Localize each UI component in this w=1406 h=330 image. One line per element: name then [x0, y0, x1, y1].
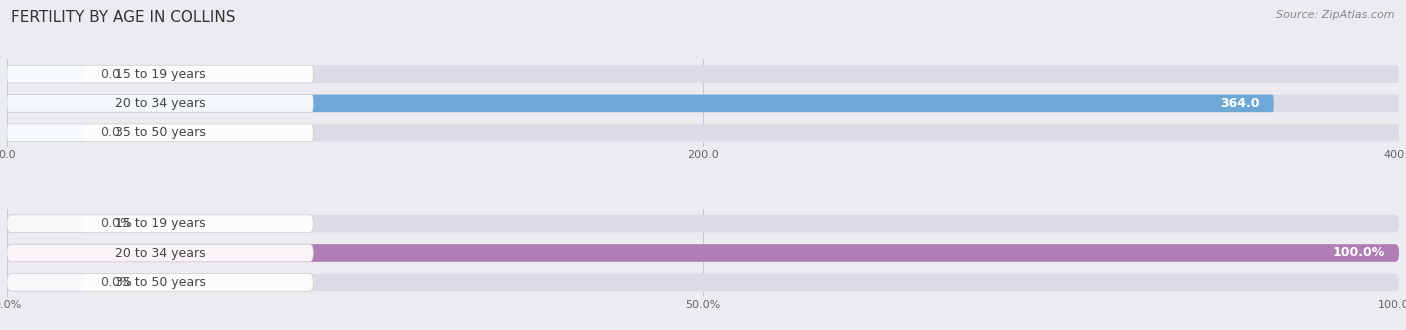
- FancyBboxPatch shape: [7, 95, 1274, 112]
- Text: 15 to 19 years: 15 to 19 years: [115, 68, 205, 81]
- FancyBboxPatch shape: [7, 244, 314, 262]
- FancyBboxPatch shape: [7, 274, 1399, 291]
- FancyBboxPatch shape: [7, 215, 83, 232]
- FancyBboxPatch shape: [7, 244, 1399, 262]
- FancyBboxPatch shape: [7, 65, 83, 83]
- FancyBboxPatch shape: [7, 65, 314, 83]
- FancyBboxPatch shape: [7, 95, 1399, 112]
- Text: 0.0%: 0.0%: [100, 217, 132, 230]
- FancyBboxPatch shape: [7, 274, 314, 291]
- FancyBboxPatch shape: [7, 274, 83, 291]
- Text: 35 to 50 years: 35 to 50 years: [115, 126, 205, 139]
- FancyBboxPatch shape: [7, 244, 1399, 262]
- Text: 20 to 34 years: 20 to 34 years: [115, 97, 205, 110]
- Text: 364.0: 364.0: [1220, 97, 1260, 110]
- Text: 100.0%: 100.0%: [1333, 247, 1385, 259]
- FancyBboxPatch shape: [7, 124, 83, 142]
- Text: FERTILITY BY AGE IN COLLINS: FERTILITY BY AGE IN COLLINS: [11, 10, 236, 25]
- Text: 0.0: 0.0: [100, 126, 121, 139]
- Text: 15 to 19 years: 15 to 19 years: [115, 217, 205, 230]
- Text: 0.0%: 0.0%: [100, 276, 132, 289]
- FancyBboxPatch shape: [7, 124, 314, 142]
- FancyBboxPatch shape: [7, 95, 314, 112]
- FancyBboxPatch shape: [7, 215, 1399, 232]
- Text: Source: ZipAtlas.com: Source: ZipAtlas.com: [1277, 10, 1395, 20]
- FancyBboxPatch shape: [7, 65, 1399, 83]
- FancyBboxPatch shape: [7, 124, 1399, 142]
- FancyBboxPatch shape: [7, 215, 314, 232]
- Text: 35 to 50 years: 35 to 50 years: [115, 276, 205, 289]
- Text: 20 to 34 years: 20 to 34 years: [115, 247, 205, 259]
- Text: 0.0: 0.0: [100, 68, 121, 81]
